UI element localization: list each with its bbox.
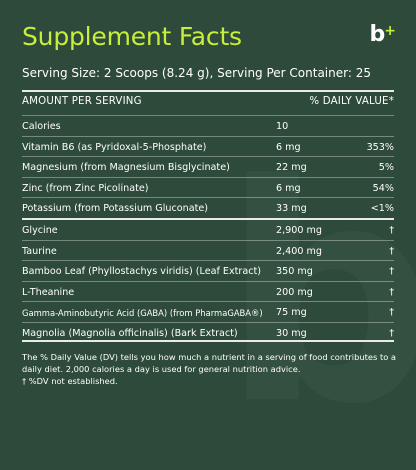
ingredient-dv: † xyxy=(389,307,394,319)
serving-info: Serving Size: 2 Scoops (8.24 g), Serving… xyxy=(22,66,371,80)
ingredient-amount: 2,400 mg xyxy=(276,245,322,257)
nutrient-amount: 22 mg xyxy=(276,162,307,174)
ingredient-dv: † xyxy=(389,327,394,339)
ingredient-name: Gamma-Aminobutyric Acid (GABA) (from Pha… xyxy=(22,308,263,319)
nutrient-name: Potassium (from Potassium Gluconate) xyxy=(22,203,208,215)
footer-divider xyxy=(22,340,394,342)
table-row: Taurine 2,400 mg † xyxy=(22,239,394,261)
ingredient-dv: † xyxy=(389,286,394,298)
logo-plus: + xyxy=(384,23,396,39)
table-row: Magnolia (Magnolia officinalis) (Bark Ex… xyxy=(22,321,394,343)
header-divider xyxy=(22,90,394,92)
ingredient-amount: 30 mg xyxy=(276,327,307,339)
ingredient-amount: 350 mg xyxy=(276,266,313,278)
ingredient-name: Bamboo Leaf (Phyllostachys viridis) (Lea… xyxy=(22,266,262,278)
ingredient-dv: † xyxy=(389,245,394,257)
footnote: The % Daily Value (DV) tells you how muc… xyxy=(22,351,396,388)
nutrient-name: Vitamin B6 (as Pyridoxal-5-Phosphate) xyxy=(22,141,207,153)
ingredient-name: Taurine xyxy=(22,245,57,257)
ingredient-dv: † xyxy=(389,266,394,278)
logo-letter: b xyxy=(369,22,386,47)
table-row: Vitamin B6 (as Pyridoxal-5-Phosphate) 6 … xyxy=(22,135,394,157)
nutrient-amount: 6 mg xyxy=(276,141,301,153)
nutrient-amount: 10 xyxy=(276,121,289,132)
facts-table: Calories 10 Vitamin B6 (as Pyridoxal-5-P… xyxy=(22,115,394,343)
nutrient-amount: 6 mg xyxy=(276,182,301,194)
table-row: Bamboo Leaf (Phyllostachys viridis) (Lea… xyxy=(22,260,394,281)
ingredient-amount: 2,900 mg xyxy=(276,224,322,236)
ingredient-dv: † xyxy=(389,224,394,236)
nutrient-name: Zinc (from Zinc Picolinate) xyxy=(22,182,149,194)
table-row: Calories 10 xyxy=(22,115,394,136)
daily-value-note: The % Daily Value (DV) tells you how muc… xyxy=(22,352,397,375)
table-row: Glycine 2,900 mg † xyxy=(22,217,394,240)
nutrient-dv: <1% xyxy=(370,203,394,215)
nutrient-name: Magnesium (from Magnesium Bisglycinate) xyxy=(22,162,230,174)
table-row: L-Theanine 200 mg † xyxy=(22,280,394,302)
nutrient-amount: 33 mg xyxy=(276,203,307,215)
table-row: Zinc (from Zinc Picolinate) 6 mg 54% xyxy=(22,176,394,198)
table-header: AMOUNT PER SERVING % DAILY VALUE* xyxy=(22,96,394,112)
ingredient-name: Glycine xyxy=(22,224,58,236)
ingredient-name: Magnolia (Magnolia officinalis) (Bark Ex… xyxy=(22,327,238,339)
table-row: Potassium (from Potassium Gluconate) 33 … xyxy=(22,197,394,218)
ingredient-amount: 200 mg xyxy=(276,286,313,298)
nutrient-dv: 54% xyxy=(372,182,394,194)
nutrient-dv: 5% xyxy=(378,162,394,174)
table-row: Magnesium (from Magnesium Bisglycinate) … xyxy=(22,156,394,177)
amount-per-serving-header: AMOUNT PER SERVING xyxy=(22,96,142,107)
nutrient-dv: 353% xyxy=(366,141,394,153)
brand-logo: b+ xyxy=(370,24,396,46)
ingredient-amount: 75 mg xyxy=(276,307,307,319)
dagger-note: † %DV not established. xyxy=(22,376,118,387)
panel-title: Supplement Facts xyxy=(22,22,242,51)
table-row: Gamma-Aminobutyric Acid (GABA) (from Pha… xyxy=(22,301,394,322)
daily-value-header: % DAILY VALUE* xyxy=(309,96,394,107)
nutrient-name: Calories xyxy=(22,121,61,132)
ingredient-name: L-Theanine xyxy=(22,286,75,298)
